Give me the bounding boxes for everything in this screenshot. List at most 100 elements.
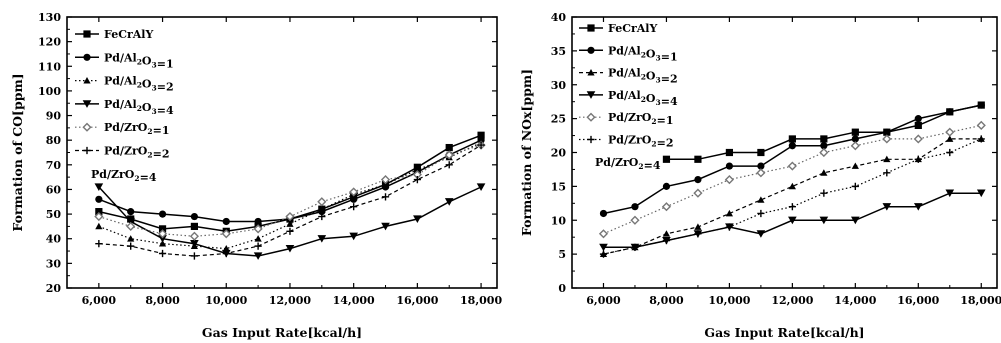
series-4 (599, 189, 986, 252)
data-point (725, 148, 734, 157)
data-point (661, 202, 672, 212)
y-tick-label: 110 (38, 60, 61, 73)
data-point (413, 166, 421, 173)
legend-item-2: Pd/Al2O3=1 (579, 44, 678, 63)
x-tick-label: 16,000 (396, 294, 438, 307)
data-point (444, 150, 454, 160)
data-point (788, 203, 796, 211)
data-point (127, 208, 135, 216)
legend-label: Pd/Al2O3=4 (104, 98, 174, 117)
series-6 (95, 141, 485, 260)
data-point (946, 108, 954, 116)
y-tick-label: 120 (38, 36, 61, 49)
x-tick-label: 14,000 (834, 294, 876, 307)
data-point (662, 236, 671, 245)
legend-marker (586, 91, 596, 99)
data-point (477, 141, 485, 149)
legend-label: Pd/Al2O3=1 (608, 44, 678, 63)
legend-marker (587, 46, 595, 54)
x-tick-label: 16,000 (897, 294, 939, 307)
data-point (724, 175, 734, 185)
legend-item-7: Pd/ZrO2=4 (91, 168, 157, 184)
series-line (603, 138, 982, 255)
data-point (788, 216, 797, 225)
legend-marker (83, 146, 91, 155)
y-tick-label: 15 (551, 180, 566, 193)
y-tick-label: 0 (558, 282, 566, 295)
data-point (820, 142, 828, 150)
x-tick-label: 12,000 (771, 294, 813, 307)
data-point (946, 148, 954, 157)
data-point (477, 131, 485, 139)
data-point (694, 155, 702, 163)
legend-marker (587, 24, 595, 32)
legend-item-6: Pd/ZrO2=2 (75, 145, 169, 161)
data-point (945, 189, 955, 198)
data-point (413, 176, 421, 184)
legend-label: Pd/Al2O3=1 (104, 51, 174, 70)
data-point (851, 128, 859, 136)
legend-item-3: Pd/Al2O3=2 (579, 67, 678, 86)
data-point (662, 182, 671, 190)
data-point (95, 240, 103, 248)
data-point (222, 244, 230, 252)
x-tick-label: 8,000 (145, 294, 180, 307)
legend-label: Pd/ZrO2=2 (608, 134, 673, 150)
data-point (914, 121, 922, 129)
data-point (756, 168, 766, 178)
legend-item-4: Pd/Al2O3=4 (75, 98, 174, 117)
legend-label: Pd/Al2O3=2 (104, 75, 174, 94)
legend-label: Pd/ZrO2=2 (104, 145, 169, 161)
data-point (725, 209, 734, 217)
y-tick-label: 10 (551, 214, 567, 227)
data-point (95, 208, 103, 216)
legend-marker (587, 69, 595, 76)
legend-item-6: Pd/ZrO2=2 (579, 134, 673, 150)
data-point (190, 240, 199, 248)
data-point (381, 222, 390, 231)
legend-marker (82, 100, 92, 108)
legend-label: Pd/ZrO2=1 (608, 111, 673, 127)
x-tick-label: 6,000 (586, 294, 621, 307)
data-point (883, 155, 891, 163)
data-point (819, 147, 829, 158)
data-point (851, 216, 860, 225)
data-point (444, 198, 454, 206)
legend-label: FeCrAlY (608, 22, 657, 35)
data-point (788, 182, 796, 190)
data-point (819, 216, 829, 225)
data-point (662, 155, 671, 163)
legend-marker (587, 135, 595, 144)
data-point (95, 222, 103, 230)
legend-label: Pd/Al2O3=2 (608, 67, 678, 86)
data-point (381, 193, 390, 201)
data-point (976, 189, 986, 198)
data-point (883, 128, 891, 136)
y-tick-label: 25 (551, 113, 566, 126)
legend-item-5: Pd/ZrO2=1 (579, 111, 673, 127)
data-point (221, 229, 231, 239)
data-point (190, 222, 199, 231)
data-point (127, 242, 135, 250)
data-point (599, 243, 608, 252)
legend-label: Pd/Al2O3=4 (608, 89, 678, 108)
data-point (820, 169, 828, 176)
data-point (820, 189, 828, 197)
x-tick-label: 18,000 (960, 294, 1001, 307)
y-tick-label: 60 (46, 183, 62, 196)
legend-item-4: Pd/Al2O3=4 (579, 89, 678, 108)
data-point (914, 115, 922, 123)
data-point (725, 223, 734, 231)
y-tick-label: 50 (46, 208, 62, 221)
data-point (158, 210, 167, 218)
legend-label: FeCrAlY (104, 28, 153, 41)
legend-item-5: Pd/ZrO2=1 (75, 121, 169, 137)
legend-marker (83, 53, 91, 61)
legend-marker (83, 77, 91, 84)
data-point (631, 203, 639, 211)
data-point (94, 211, 104, 222)
data-point (380, 175, 391, 185)
legend-item-7: Pd/ZrO2=4 (595, 156, 661, 172)
data-point (476, 183, 486, 191)
